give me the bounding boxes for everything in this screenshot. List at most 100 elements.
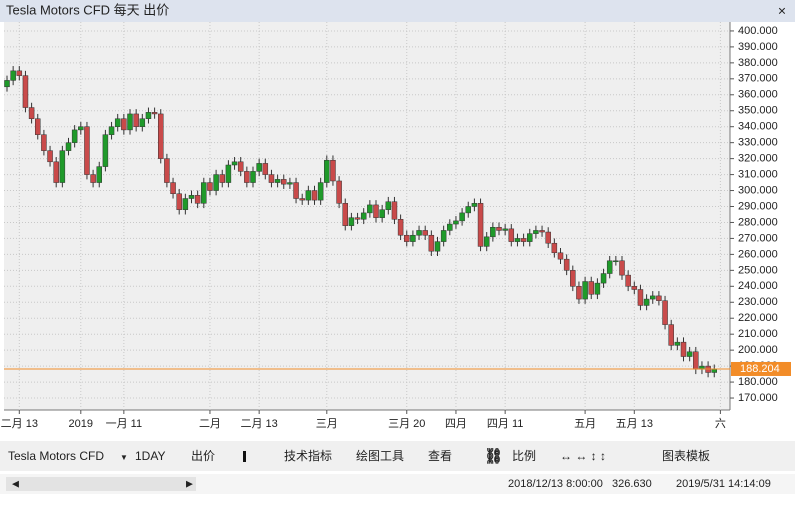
y-tick-label: 170.000 [738,392,778,404]
candle-body [508,228,515,242]
close-button[interactable]: × [778,3,786,19]
zoom-buttons[interactable]: ↔ ↔ ↕ ↕ [560,449,606,463]
y-tick-label: 280.000 [738,216,778,228]
candle-type-button[interactable] [243,451,246,462]
candle-body [170,182,176,194]
candle-body [47,150,53,163]
y-tick-label: 260.000 [738,248,778,260]
candle-body [311,190,318,201]
candle-body [447,223,453,231]
candle-body [133,113,139,127]
candle-body [557,252,564,260]
candle-body [693,351,699,370]
candle-body [379,209,385,218]
candle-body [404,234,410,242]
candle-body [588,281,594,295]
status-start: 2018/12/13 8:00:00 [508,478,603,490]
period-menu[interactable]: 1DAY [135,449,165,463]
candle-body [465,206,471,214]
y-tick-label: 300.000 [738,184,778,196]
drawing-menu[interactable]: 绘图工具 [356,448,404,463]
last-price-label: 188.204 [740,363,780,375]
candle-body [477,203,484,247]
y-tick-label: 250.000 [738,264,778,276]
candle-body [527,233,533,242]
candle-body [416,230,422,236]
indicators-menu[interactable]: 技术指标 [284,448,332,463]
title-bar [0,0,795,22]
candle-body [428,234,435,252]
scale-menu[interactable]: 比例 [512,449,536,463]
candle-body [520,238,527,242]
candle-body [84,126,90,175]
candle-body [680,341,687,357]
view-menu[interactable]: 查看 [428,449,452,463]
candle-body [410,234,416,242]
candle-body [483,236,490,247]
candle-body [53,161,59,183]
candle-body [250,171,256,183]
candle-body [10,70,16,81]
templates-menu[interactable]: 图表模板 [662,449,710,463]
candle-body [35,118,41,135]
y-tick-label: 390.000 [738,41,778,53]
x-tick-label: 三月 20 [388,418,425,430]
y-tick-label: 210.000 [738,328,778,340]
y-tick-label: 310.000 [738,168,778,180]
candle-body [305,190,312,201]
status-bar [0,474,795,494]
dropdown-arrows: ▼ [120,453,128,462]
candle-body [360,212,367,220]
candle-body [514,238,521,242]
candle-body [656,295,662,301]
candle-body [502,228,508,231]
candle-body [336,180,342,204]
candle-body [188,195,195,199]
y-tick-label: 320.000 [738,153,778,165]
candle-body [102,134,109,167]
candle-body [471,203,478,207]
candle-body [582,281,588,300]
candle-body [108,126,115,135]
candle-body [631,286,638,290]
candle-body [348,217,355,226]
last-price-box [731,361,791,376]
y-tick-label: 230.000 [738,296,778,308]
scroll-left[interactable]: ◀ [12,478,19,488]
candle-body [422,230,428,236]
scrollbar[interactable] [6,477,196,491]
y-tick-label: 270.000 [738,232,778,244]
y-tick-label: 340.000 [738,121,778,133]
candle-body [619,260,625,276]
candle-body [281,179,287,185]
candle-body [342,203,348,226]
price-type-menu[interactable]: 出价 [191,449,215,463]
candle-body [16,70,23,76]
candle-body [231,161,238,166]
candle-body [367,204,373,214]
scroll-right[interactable]: ▶ [186,478,193,488]
x-tick-label: 三月 [316,418,338,430]
x-tick-label: 五月 [574,418,596,430]
x-tick-label: 二月 13 [1,418,38,430]
candle-body [4,80,10,88]
candle-body [576,286,582,300]
y-tick-label: 370.000 [738,73,778,85]
y-tick-label: 350.000 [738,105,778,117]
candle-body [643,298,650,306]
x-tick-label: 六 [715,417,726,430]
status-end: 2019/5/31 14:14:09 [676,478,771,490]
symbol-menu[interactable]: Tesla Motors CFD [8,449,104,463]
x-tick-label: 2019 [69,418,93,430]
candle-body [674,341,681,346]
x-tick-label: 五月 13 [616,418,653,430]
candle-body [496,227,502,231]
candle-body [299,198,305,201]
candle-body [570,270,576,287]
candle-body [563,258,570,271]
candle-body [201,182,207,204]
link-button[interactable]: ⛓ [484,447,503,465]
candle-body [625,274,631,287]
y-tick-label: 400.000 [738,25,778,37]
